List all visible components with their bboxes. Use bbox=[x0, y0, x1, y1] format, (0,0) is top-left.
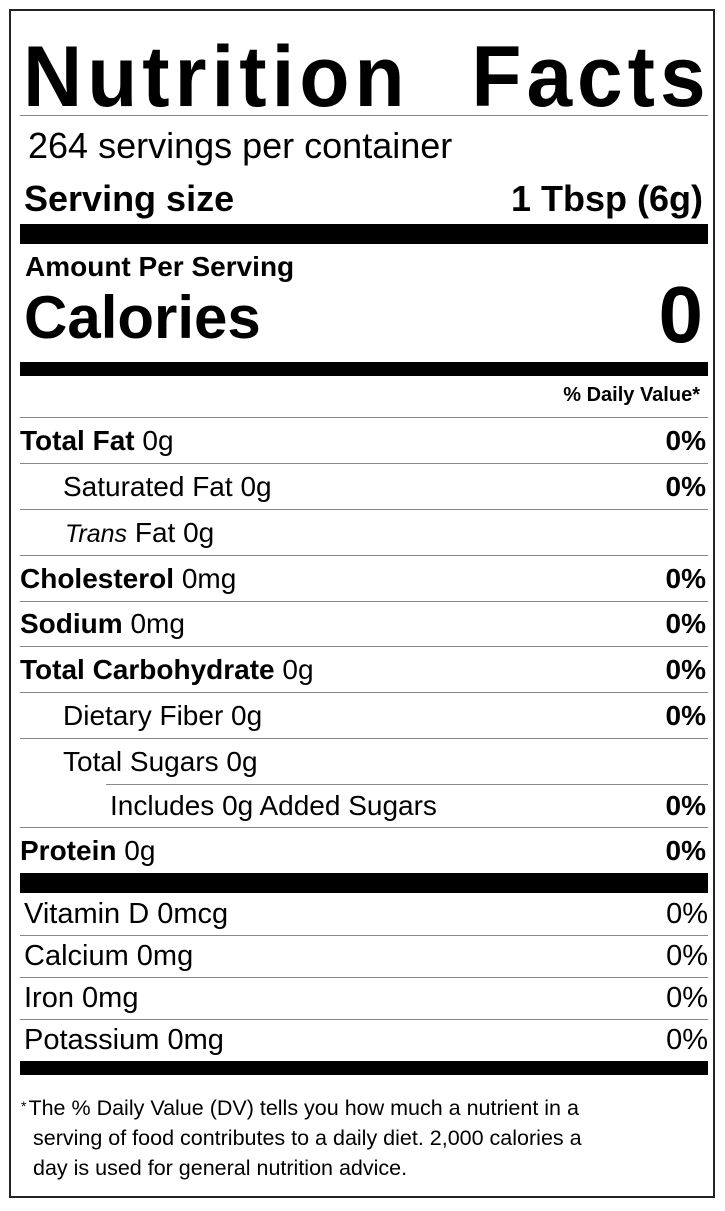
nutrient-name: Saturated Fat bbox=[63, 470, 233, 502]
nutrient-name: Total Sugars bbox=[63, 745, 219, 777]
nutrient-row-protein: Protein 0g 0% bbox=[20, 827, 708, 873]
serving-size-label: Serving size bbox=[24, 178, 235, 219]
nutrient-dv: 0% bbox=[665, 424, 706, 456]
nutrient-amount: 0mg bbox=[181, 562, 237, 594]
nutrient-amount: 0mg bbox=[130, 608, 185, 639]
servings-per-container: 264 servings per container bbox=[28, 125, 453, 166]
footnote-line: The % Daily Value (DV) tells you how muc… bbox=[28, 1096, 579, 1120]
nutrient-name: Includes 0g Added Sugars bbox=[110, 790, 437, 821]
nutrient-amount: 0g bbox=[240, 470, 272, 502]
divider bbox=[20, 115, 708, 116]
nutrient-amount: 0g bbox=[183, 516, 215, 548]
vitamin-dv: 0% bbox=[666, 982, 708, 1014]
nutrient-row-total-sugars: Total Sugars 0g bbox=[20, 738, 708, 784]
vitamin-dv: 0% bbox=[666, 940, 708, 972]
nutrient-dv: 0% bbox=[665, 608, 706, 639]
nutrient-amount: 0g bbox=[124, 834, 156, 866]
vitamin-row: Calcium 0mg 0% bbox=[24, 936, 708, 977]
nutrient-dv: 0% bbox=[665, 562, 706, 594]
nutrient-name: Protein bbox=[20, 834, 117, 866]
nutrient-amount: 0g bbox=[231, 699, 263, 731]
divider bbox=[20, 1019, 708, 1020]
vitamin-row: Vitamin D 0mcg 0% bbox=[24, 893, 708, 935]
vitamin-row: Iron 0mg 0% bbox=[24, 978, 708, 1019]
footnote-line: day is used for general nutrition advice… bbox=[33, 1156, 408, 1180]
nutrient-name: Dietary Fiber bbox=[63, 699, 224, 731]
nutrient-row-sodium: Sodium 0mg 0% bbox=[20, 601, 708, 646]
nutrient-name: Cholesterol bbox=[20, 562, 175, 594]
label-title: Nutrition Facts bbox=[23, 29, 711, 125]
thick-divider bbox=[20, 873, 708, 893]
thick-divider bbox=[20, 362, 708, 376]
nutrient-dv: 0% bbox=[665, 470, 706, 502]
nutrient-name-suffix: Fat bbox=[134, 516, 176, 548]
divider bbox=[20, 935, 708, 936]
nutrient-row-added-sugars: Includes 0g Added Sugars 0% bbox=[106, 784, 708, 827]
nutrient-dv: 0% bbox=[665, 653, 706, 685]
calories-value: 0 bbox=[658, 270, 704, 359]
nutrient-name: Sodium bbox=[20, 608, 123, 639]
nutrient-dv: 0% bbox=[665, 699, 706, 731]
vitamin-row: Potassium 0mg 0% bbox=[24, 1020, 708, 1061]
nutrient-row-saturated-fat: Saturated Fat 0g 0% bbox=[20, 463, 708, 509]
vitamin-text: Vitamin D 0mcg bbox=[24, 897, 229, 930]
thick-divider bbox=[20, 224, 708, 244]
vitamin-text: Iron 0mg bbox=[24, 982, 139, 1014]
nutrient-dv: 0% bbox=[665, 790, 706, 821]
footnote-asterisk: * bbox=[21, 1098, 27, 1114]
nutrient-amount: 0g bbox=[282, 653, 314, 685]
nutrient-name: Total Carbohydrate bbox=[20, 653, 275, 685]
nutrient-name: Trans bbox=[65, 519, 128, 548]
vitamin-text: Calcium 0mg bbox=[24, 940, 194, 972]
vitamin-dv: 0% bbox=[666, 1024, 708, 1056]
calories-label: Calories bbox=[24, 284, 261, 351]
nutrient-dv: 0% bbox=[665, 834, 706, 866]
amount-per-serving: Amount Per Serving bbox=[25, 251, 295, 282]
nutrient-name: Total Fat bbox=[20, 424, 135, 456]
divider bbox=[20, 977, 708, 978]
footnote-line: serving of food contributes to a daily d… bbox=[33, 1126, 582, 1150]
footnote: *The % Daily Value (DV) tells you how mu… bbox=[21, 1091, 701, 1183]
nutrient-amount: 0g bbox=[226, 745, 258, 777]
thick-divider bbox=[20, 1061, 708, 1075]
nutrition-facts-label: Nutrition Facts 264 servings per contain… bbox=[9, 9, 715, 1198]
vitamin-dv: 0% bbox=[666, 897, 708, 930]
nutrient-row-dietary-fiber: Dietary Fiber 0g 0% bbox=[20, 692, 708, 738]
vitamin-text: Potassium 0mg bbox=[24, 1024, 224, 1056]
nutrient-row-total-carbohydrate: Total Carbohydrate 0g 0% bbox=[20, 646, 708, 692]
nutrient-row-total-fat: Total Fat 0g 0% bbox=[20, 417, 708, 463]
nutrient-row-trans-fat: Trans Fat 0g bbox=[20, 509, 708, 555]
daily-value-header: % Daily Value* bbox=[563, 384, 700, 406]
serving-size-value: 1 Tbsp (6g) bbox=[510, 178, 703, 219]
nutrient-row-cholesterol: Cholesterol 0mg 0% bbox=[20, 555, 708, 601]
nutrient-amount: 0g bbox=[142, 424, 174, 456]
